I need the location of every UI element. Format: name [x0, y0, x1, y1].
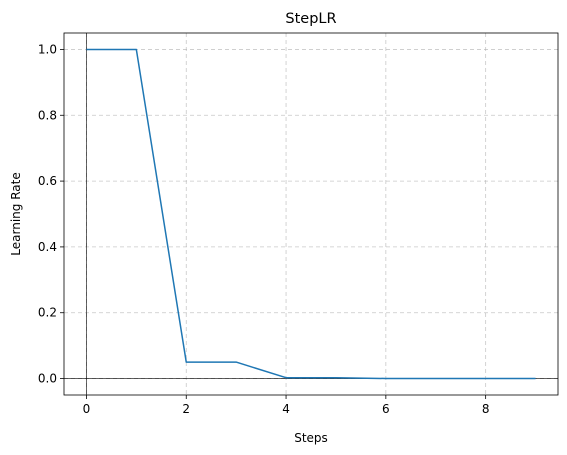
y-tick-label: 0.0 [38, 372, 57, 386]
series-layer [86, 48, 536, 380]
series-line [86, 48, 536, 380]
x-tick-label: 8 [482, 402, 490, 416]
y-tick-label: 0.8 [38, 108, 57, 122]
y-tick-label: 0.2 [38, 306, 57, 320]
reference-lines [64, 33, 558, 395]
x-axis-label: Steps [294, 431, 328, 445]
y-tick-label: 0.4 [38, 240, 57, 254]
x-tick-label: 6 [382, 402, 390, 416]
x-tick-label: 4 [282, 402, 290, 416]
y-tick-label: 1.0 [38, 42, 57, 56]
y-tick-label: 0.6 [38, 174, 57, 188]
x-tick-label: 2 [182, 402, 190, 416]
y-axis-label: Learning Rate [9, 172, 23, 255]
y-axis-ticks: 0.0 0.2 0.4 0.6 0.8 1.0 [38, 42, 64, 386]
x-tick-label: 0 [83, 402, 91, 416]
x-axis-ticks: 0 2 4 6 8 [83, 395, 490, 416]
chart-title: StepLR [285, 11, 336, 27]
plot-frame [63, 32, 559, 396]
grid [64, 33, 558, 395]
